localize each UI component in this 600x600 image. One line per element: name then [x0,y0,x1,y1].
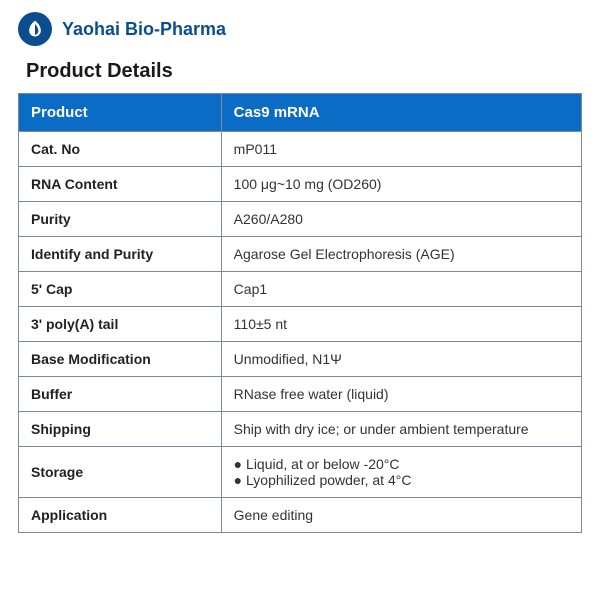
row-value: Agarose Gel Electrophoresis (AGE) [221,237,581,272]
row-label: 3' poly(A) tail [19,307,222,342]
row-label: Cat. No [19,132,222,167]
row-value: RNase free water (liquid) [221,377,581,412]
storage-list-item: Lyophilized powder, at 4°C [234,472,569,488]
company-logo-icon [18,12,52,46]
table-row-application: ApplicationGene editing [19,498,582,533]
header-product-label: Product [19,94,222,132]
table-row: 5' CapCap1 [19,272,582,307]
row-label: Shipping [19,412,222,447]
header-product-value: Cas9 mRNA [221,94,581,132]
leaf-icon [25,19,45,39]
row-label: Identify and Purity [19,237,222,272]
table-row: PurityA260/A280 [19,202,582,237]
section-title: Product Details [26,60,582,83]
table-row: RNA Content100 μg~10 mg (OD260) [19,167,582,202]
company-header: Yaohai Bio-Pharma [18,12,582,46]
row-value: 100 μg~10 mg (OD260) [221,167,581,202]
row-label: 5' Cap [19,272,222,307]
row-label: Base Modification [19,342,222,377]
row-value: Cap1 [221,272,581,307]
row-value: 110±5 nt [221,307,581,342]
company-name: Yaohai Bio-Pharma [62,19,226,40]
row-label: Application [19,498,222,533]
table-header-row: Product Cas9 mRNA [19,94,582,132]
table-row: Base ModificationUnmodified, N1Ψ [19,342,582,377]
table-row: BufferRNase free water (liquid) [19,377,582,412]
row-label: Purity [19,202,222,237]
table-row: Identify and PurityAgarose Gel Electroph… [19,237,582,272]
row-label: Storage [19,447,222,498]
row-value: Unmodified, N1Ψ [221,342,581,377]
row-value: Liquid, at or below -20°CLyophilized pow… [221,447,581,498]
table-row: 3' poly(A) tail110±5 nt [19,307,582,342]
table-row: ShippingShip with dry ice; or under ambi… [19,412,582,447]
row-value: A260/A280 [221,202,581,237]
table-row-storage: Storage Liquid, at or below -20°CLyophili… [19,447,582,498]
table-body: Cat. NomP011RNA Content100 μg~10 mg (OD2… [19,132,582,533]
row-label: Buffer [19,377,222,412]
storage-list-item: Liquid, at or below -20°C [234,456,569,472]
row-value: mP011 [221,132,581,167]
storage-list: Liquid, at or below -20°CLyophilized pow… [234,456,569,488]
row-value: Ship with dry ice; or under ambient temp… [221,412,581,447]
table-row: Cat. NomP011 [19,132,582,167]
row-value: Gene editing [221,498,581,533]
row-label: RNA Content [19,167,222,202]
product-details-table: Product Cas9 mRNA Cat. NomP011RNA Conten… [18,93,582,533]
